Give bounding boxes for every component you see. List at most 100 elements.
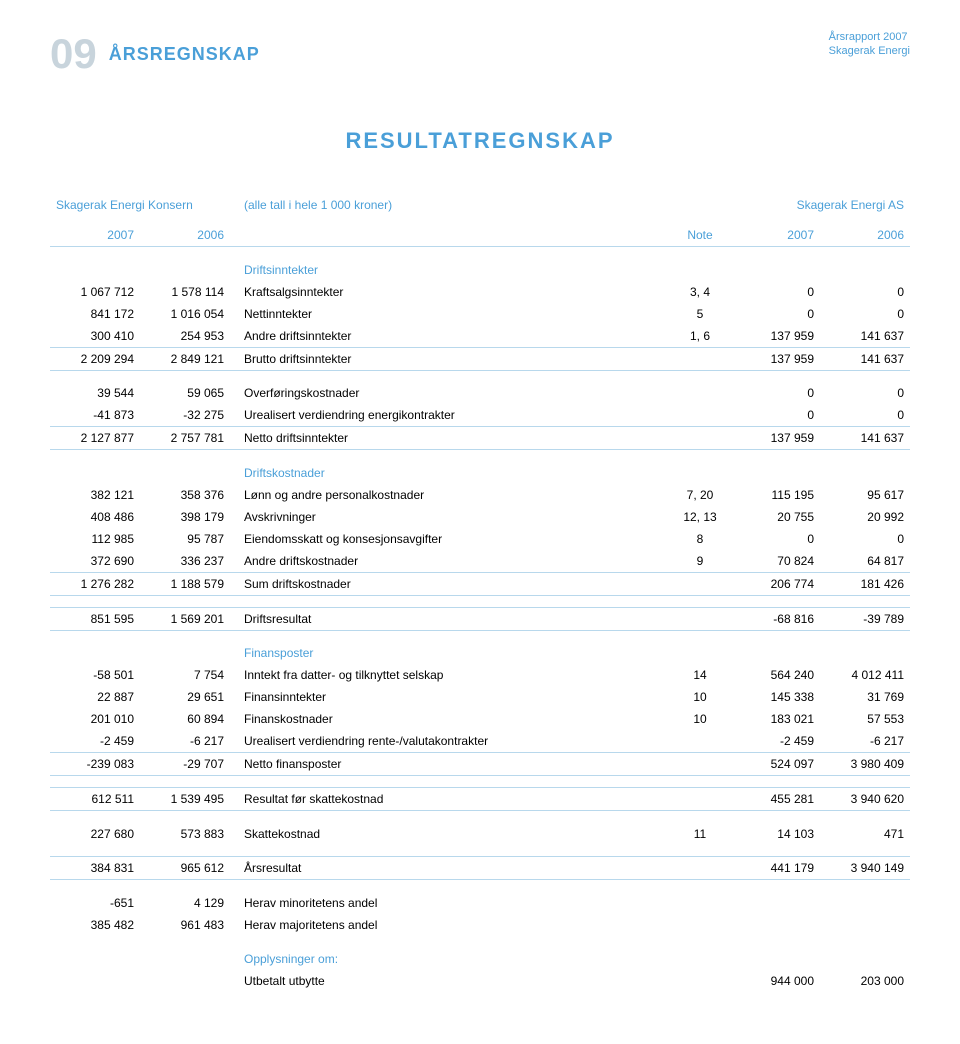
- total-cell: 3 940 149: [820, 857, 910, 880]
- cell: [50, 970, 140, 992]
- total-cell: 2 127 877: [50, 427, 140, 450]
- cell-note: 10: [670, 686, 730, 708]
- spacer-cell: [50, 776, 910, 788]
- cell-note: 3, 4: [670, 281, 730, 303]
- cell: 4 129: [140, 892, 230, 914]
- main-title: RESULTATREGNSKAP: [50, 128, 910, 154]
- cell-note: [670, 914, 730, 936]
- spacer-row: [50, 595, 910, 607]
- cell: 0: [820, 382, 910, 404]
- total-cell: 2 849 121: [140, 347, 230, 370]
- blank: [670, 642, 730, 664]
- spacer-row: [50, 450, 910, 462]
- year-right-1: 2007: [730, 224, 820, 247]
- cell-label: Urealisert verdiendring rente-/valutakon…: [230, 730, 670, 753]
- cell-label: Eiendomsskatt og konsesjonsavgifter: [230, 528, 670, 550]
- data-row: 112 98595 787Eiendomsskatt og konsesjons…: [50, 528, 910, 550]
- cell: -2 459: [730, 730, 820, 753]
- section-heading: Opplysninger om:: [230, 948, 670, 970]
- cell-label: Andre driftsinntekter: [230, 325, 670, 348]
- cell-label: Urealisert verdiendring energikontrakter: [230, 404, 670, 427]
- total-label: Netto finansposter: [230, 753, 670, 776]
- cell: 70 824: [730, 550, 820, 573]
- total-cell: 524 097: [730, 753, 820, 776]
- section-heading: Finansposter: [230, 642, 670, 664]
- cell: 0: [730, 528, 820, 550]
- spacer-row: [50, 992, 910, 1004]
- year-row: 20072006Note20072006: [50, 224, 910, 247]
- cell: 0: [820, 404, 910, 427]
- data-row: 1 067 7121 578 114Kraftsalgsinntekter3, …: [50, 281, 910, 303]
- total-cell: 441 179: [730, 857, 820, 880]
- data-row: 22 88729 651Finansinntekter10145 33831 7…: [50, 686, 910, 708]
- cell: 0: [730, 404, 820, 427]
- entity-row: Skagerak Energi Konsern(alle tall i hele…: [50, 194, 910, 224]
- blank: [730, 259, 820, 281]
- data-row: 372 690336 237Andre driftskostnader970 8…: [50, 550, 910, 573]
- cell: [820, 892, 910, 914]
- cell: 944 000: [730, 970, 820, 992]
- cell: 398 179: [140, 506, 230, 528]
- cell: 0: [820, 303, 910, 325]
- total-label: Netto driftsinntekter: [230, 427, 670, 450]
- total-row: 2 127 8772 757 781Netto driftsinntekter1…: [50, 427, 910, 450]
- cell: 112 985: [50, 528, 140, 550]
- blank: [670, 194, 730, 224]
- cell: 141 637: [820, 325, 910, 348]
- spacer-row: [50, 630, 910, 642]
- income-statement-table: Skagerak Energi Konsern(alle tall i hele…: [50, 194, 910, 1004]
- total-cell: 141 637: [820, 347, 910, 370]
- total-cell: 3 980 409: [820, 753, 910, 776]
- cell: [730, 914, 820, 936]
- spacer-cell: [50, 630, 910, 642]
- header-left: 09 ÅRSREGNSKAP: [50, 30, 260, 78]
- total-row: 612 5111 539 495Resultat før skattekostn…: [50, 788, 910, 811]
- data-row: 841 1721 016 054Nettinntekter500: [50, 303, 910, 325]
- blank: [230, 224, 670, 247]
- data-row: 408 486398 179Avskrivninger12, 1320 7552…: [50, 506, 910, 528]
- cell-label: Skattekostnad: [230, 823, 670, 845]
- total-cell: 1 276 282: [50, 572, 140, 595]
- cell: 22 887: [50, 686, 140, 708]
- total-cell: 137 959: [730, 427, 820, 450]
- data-row: -41 873-32 275Urealisert verdiendring en…: [50, 404, 910, 427]
- data-row: Utbetalt utbytte944 000203 000: [50, 970, 910, 992]
- cell: 471: [820, 823, 910, 845]
- cell: -41 873: [50, 404, 140, 427]
- total-cell: 141 637: [820, 427, 910, 450]
- spacer-row: [50, 776, 910, 788]
- blank: [50, 642, 140, 664]
- section-title: ÅRSREGNSKAP: [109, 44, 260, 65]
- blank: [50, 948, 140, 970]
- data-row: 385 482961 483Herav majoritetens andel: [50, 914, 910, 936]
- blank: [730, 642, 820, 664]
- total-cell: 3 940 620: [820, 788, 910, 811]
- cell-note: 8: [670, 528, 730, 550]
- total-row: 2 209 2942 849 121Brutto driftsinntekter…: [50, 347, 910, 370]
- cell-note: [670, 730, 730, 753]
- total-cell: 455 281: [730, 788, 820, 811]
- cell: -32 275: [140, 404, 230, 427]
- heading-row: Finansposter: [50, 642, 910, 664]
- cell: 1 067 712: [50, 281, 140, 303]
- cell: 115 195: [730, 484, 820, 506]
- report-title: Årsrapport 2007: [829, 30, 910, 44]
- cell-label: Avskrivninger: [230, 506, 670, 528]
- spacer-row: [50, 370, 910, 382]
- cell: 20 755: [730, 506, 820, 528]
- subtitle: (alle tall i hele 1 000 kroner): [230, 194, 670, 224]
- cell: 201 010: [50, 708, 140, 730]
- cell: 145 338: [730, 686, 820, 708]
- entity-right: Skagerak Energi AS: [730, 194, 910, 224]
- cell: 0: [820, 281, 910, 303]
- spacer-row: [50, 247, 910, 259]
- cell: 183 021: [730, 708, 820, 730]
- cell: 20 992: [820, 506, 910, 528]
- cell-note: 9: [670, 550, 730, 573]
- cell: 60 894: [140, 708, 230, 730]
- cell: 382 121: [50, 484, 140, 506]
- blank: [820, 462, 910, 484]
- total-cell: -39 789: [820, 607, 910, 630]
- cell: 0: [730, 303, 820, 325]
- data-row: -2 459-6 217Urealisert verdiendring rent…: [50, 730, 910, 753]
